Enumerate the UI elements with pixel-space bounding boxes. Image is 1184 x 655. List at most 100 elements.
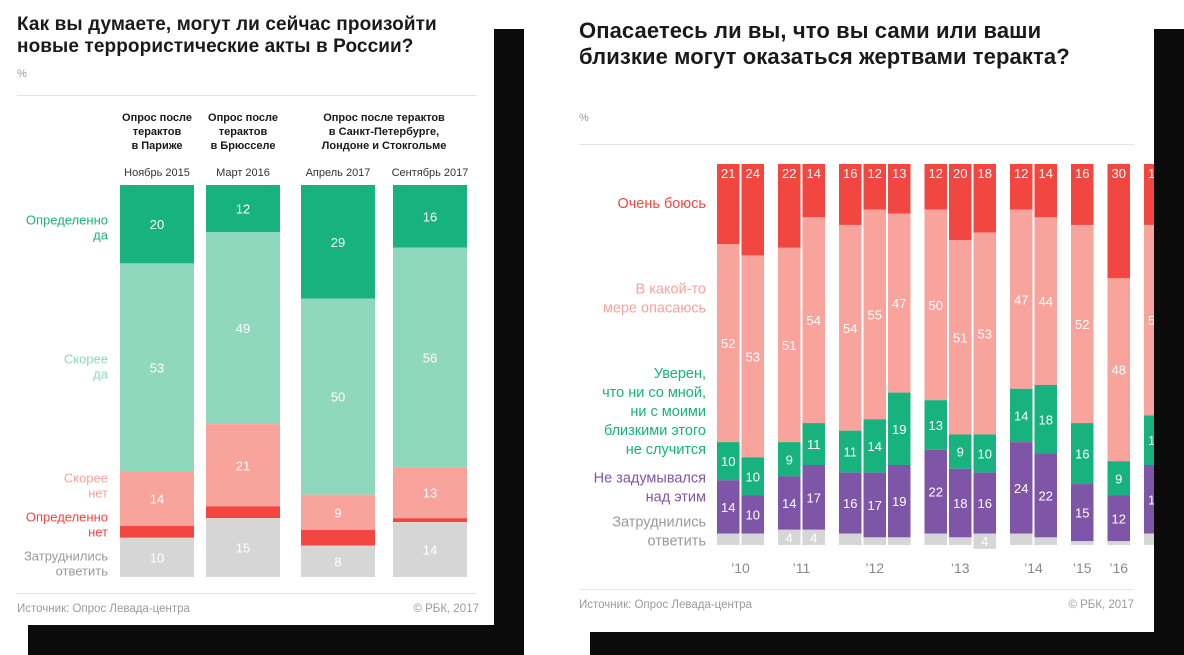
bar-segment <box>839 164 862 225</box>
bar-value-label: 16 <box>1075 447 1089 462</box>
bar-segment <box>1107 164 1130 279</box>
bar-segment <box>1010 533 1033 545</box>
category-label: Ноябрь 2015 <box>124 167 190 179</box>
bar-segment <box>1010 442 1033 534</box>
bar-segment <box>1034 384 1057 454</box>
bar-segment <box>924 449 947 534</box>
bar-segment <box>206 232 280 425</box>
bar-segment <box>301 494 375 530</box>
bar-value-label: 18 <box>978 166 992 181</box>
bar-value-label: 52 <box>721 336 735 351</box>
bar-segment <box>973 434 996 473</box>
bar-segment <box>120 537 194 577</box>
legend-label: близкими этого <box>604 423 706 439</box>
year-tick-label: ’10 <box>731 560 750 576</box>
bar-segment <box>206 506 280 519</box>
bar-value-label: 10 <box>978 447 992 462</box>
bar-segment <box>301 298 375 495</box>
bar-value-label: 14 <box>782 496 796 511</box>
bar-value-label: 19 <box>892 494 906 509</box>
bar-segment <box>120 185 194 264</box>
legend-label: Затруднились <box>24 549 108 564</box>
bar-value-label: 48 <box>1112 363 1126 378</box>
bar-value-label: 12 <box>236 202 250 217</box>
legend-label: ни с моими <box>630 404 706 420</box>
bar-segment <box>1071 484 1094 542</box>
bar-segment <box>888 392 911 465</box>
legend-label: Скорее <box>64 352 108 367</box>
bar-segment <box>973 533 996 549</box>
bar-value-label: 16 <box>1148 166 1154 181</box>
bar-value-label: 49 <box>236 321 250 336</box>
bar-segment <box>778 476 801 530</box>
bar-segment <box>1010 388 1033 443</box>
bar-segment <box>1071 164 1094 225</box>
bar-segment <box>393 518 467 523</box>
bar-value-label: 15 <box>236 541 250 556</box>
bar-segment <box>888 537 911 545</box>
bar-value-label: 21 <box>721 166 735 181</box>
bar-segment <box>1010 209 1033 389</box>
bar-value-label: 18 <box>1039 412 1053 427</box>
bar-segment <box>741 495 764 534</box>
bar-value-label: 12 <box>1014 166 1028 181</box>
bar-value-label: 53 <box>978 327 992 342</box>
bar-segment <box>717 164 740 245</box>
copyright: © РБК, 2017 <box>413 603 479 615</box>
bar-segment <box>717 533 740 545</box>
bar-segment <box>1144 415 1154 465</box>
legend-label: да <box>93 367 109 382</box>
bar-value-label: 13 <box>892 166 906 181</box>
bar-segment <box>393 467 467 519</box>
year-tick-label: ’14 <box>1024 560 1043 576</box>
column-group-label: Опрос после терактов <box>323 112 445 124</box>
bar-value-label: 17 <box>868 498 882 513</box>
legend-label: Скорее <box>64 471 108 486</box>
bar-segment <box>301 529 375 546</box>
bar-value-label: 14 <box>868 439 882 454</box>
source-note: Источник: Опрос Левада-центра <box>579 599 752 611</box>
bar-segment <box>741 457 764 496</box>
legend-label: что ни со мной, <box>602 385 706 401</box>
bar-segment <box>778 247 801 443</box>
year-tick-label: ’12 <box>865 560 884 576</box>
legend-label: ответить <box>56 564 109 579</box>
bar-value-label: 18 <box>1148 492 1154 507</box>
bar-value-label: 14 <box>150 492 164 507</box>
bar-segment <box>839 224 862 431</box>
bar-value-label: 17 <box>807 490 821 505</box>
bar-segment <box>863 209 886 420</box>
bar-segment <box>206 185 280 233</box>
bar-segment <box>1144 164 1154 225</box>
bar-value-label: 20 <box>150 217 164 232</box>
bar-value-label: 12 <box>1112 511 1126 526</box>
bar-value-label: 10 <box>746 469 760 484</box>
bar-segment <box>924 400 947 450</box>
column-group-label: Опрос после <box>122 112 192 124</box>
bar-value-label: 52 <box>1075 317 1089 332</box>
bar-value-label: 44 <box>1039 294 1053 309</box>
bar-value-label: 14 <box>423 543 437 558</box>
legend-label: Определенно <box>26 510 108 525</box>
bar-value-label: 47 <box>1014 292 1028 307</box>
bar-segment <box>1034 537 1057 545</box>
bar-segment <box>206 518 280 577</box>
bar-segment <box>1107 541 1130 545</box>
year-tick-label: ’16 <box>1109 560 1128 576</box>
bar-value-label: 11 <box>844 445 858 460</box>
bar-segment <box>863 472 886 538</box>
bar-value-label: 13 <box>1148 433 1154 448</box>
bar-value-label: 9 <box>957 445 964 460</box>
bar-segment <box>802 164 825 218</box>
bar-value-label: 20 <box>953 166 967 181</box>
year-tick-label: ’15 <box>1073 560 1092 576</box>
bar-value-label: 50 <box>929 298 943 313</box>
bar-segment <box>949 240 972 435</box>
bar-segment <box>1144 464 1154 534</box>
chart-title: Опасаетесь ли вы, что вы сами или ваши б… <box>579 18 1070 69</box>
bar-segment <box>863 419 886 473</box>
bar-value-label: 13 <box>929 418 943 433</box>
bar-segment <box>301 185 375 299</box>
bar-value-label: 30 <box>1112 166 1126 181</box>
bar-segment <box>393 522 467 577</box>
